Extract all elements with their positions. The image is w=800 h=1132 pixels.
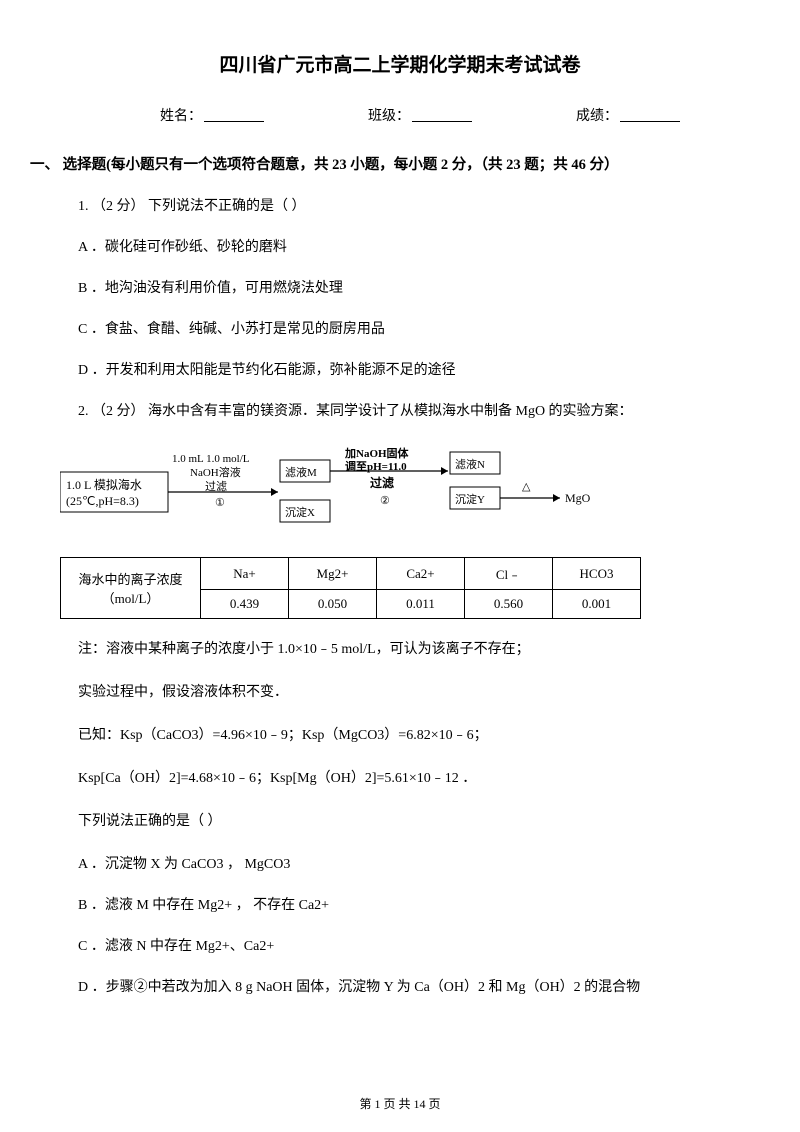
diagram-step1-bot: 过滤 bbox=[205, 480, 227, 493]
diagram-box-y: 沉淀Y bbox=[455, 492, 485, 506]
q2-option-b: B ．滤液 M 中存在 Mg2+ ， 不存在 Ca2+ bbox=[60, 895, 740, 916]
diagram-step1-num: ① bbox=[215, 497, 225, 509]
flow-diagram: 1.0 L 模拟海水 (25℃,pH=8.3) 1.0 mL 1.0 mol/L… bbox=[60, 442, 740, 542]
diagram-start1: 1.0 L 模拟海水 bbox=[66, 477, 142, 492]
section-heading: 一、 选择题(每小题只有一个选项符合题意，共 23 小题，每小题 2 分，（共 … bbox=[30, 153, 740, 174]
q2-note: Ksp[Ca（OH）2]=4.68×10﹣6；Ksp[Mg（OH）2]=5.61… bbox=[60, 768, 740, 789]
table-header: HCO3 bbox=[553, 558, 641, 590]
table-header: Ca2+ bbox=[377, 558, 465, 590]
q1-option-a: A ．碳化硅可作砂纸、砂轮的磨料 bbox=[60, 237, 740, 258]
diagram-step1-top: 1.0 mL 1.0 mol/L bbox=[172, 453, 250, 465]
table-value: 0.001 bbox=[553, 590, 641, 619]
q1-option-b: B ．地沟油没有利用价值，可用燃烧法处理 bbox=[60, 278, 740, 299]
diagram-mgo: MgO bbox=[565, 491, 591, 505]
class-underline bbox=[412, 108, 472, 122]
q1-stem: 1. （2 分） 下列说法不正确的是（ ） bbox=[60, 196, 740, 217]
q2-note: 下列说法正确的是（ ） bbox=[60, 811, 740, 832]
page-footer: 第 1 页 共 14 页 bbox=[0, 1095, 800, 1112]
diagram-box-x: 沉淀X bbox=[285, 505, 315, 519]
table-row-label: 海水中的离子浓度 （mol/L） bbox=[61, 558, 201, 619]
q2-option-c: C ．滤液 N 中存在 Mg2+、Ca2+ bbox=[60, 936, 740, 957]
name-field: 姓名： bbox=[160, 105, 264, 125]
class-field: 班级： bbox=[368, 105, 472, 125]
q2-note: 实验过程中，假设溶液体积不变． bbox=[60, 682, 740, 703]
page-title: 四川省广元市高二上学期化学期末考试试卷 bbox=[60, 50, 740, 77]
diagram-step2-bot: 过滤 bbox=[370, 475, 394, 490]
q2-option-d: D ．步骤②中若改为加入 8 g NaOH 固体，沉淀物 Y 为 Ca（OH）2… bbox=[60, 977, 740, 998]
q2-note: 注：溶液中某种离子的浓度小于 1.0×10﹣5 mol/L，可认为该离子不存在； bbox=[60, 639, 740, 660]
q2-option-a: A ．沉淀物 X 为 CaCO3 ， MgCO3 bbox=[60, 854, 740, 875]
table-value: 0.011 bbox=[377, 590, 465, 619]
name-label: 姓名： bbox=[160, 105, 202, 125]
diagram-step2-top: 加NaOH固体 bbox=[344, 446, 410, 460]
table-value: 0.560 bbox=[465, 590, 553, 619]
q1-option-c: C ．食盐、食醋、纯碱、小苏打是常见的厨房用品 bbox=[60, 319, 740, 340]
table-label-1: 海水中的离子浓度 bbox=[71, 569, 190, 588]
table-header: Mg2+ bbox=[289, 558, 377, 590]
diagram-step1-mid: NaOH溶液 bbox=[190, 465, 241, 479]
diagram-delta: △ bbox=[522, 481, 531, 493]
table-value: 0.050 bbox=[289, 590, 377, 619]
diagram-step2-num: ② bbox=[380, 495, 390, 507]
diagram-box-m: 滤液M bbox=[285, 465, 317, 479]
ion-concentration-table: 海水中的离子浓度 （mol/L） Na+ Mg2+ Ca2+ Cl﹣ HCO3 … bbox=[60, 557, 641, 619]
score-label: 成绩： bbox=[576, 105, 618, 125]
table-value: 0.439 bbox=[201, 590, 289, 619]
name-underline bbox=[204, 108, 264, 122]
class-label: 班级： bbox=[368, 105, 410, 125]
table-header: Cl﹣ bbox=[465, 558, 553, 590]
student-info-row: 姓名： 班级： 成绩： bbox=[60, 105, 740, 125]
table-header: Na+ bbox=[201, 558, 289, 590]
q2-note: 已知：Ksp（CaCO3）=4.96×10﹣9；Ksp（MgCO3）=6.82×… bbox=[60, 725, 740, 746]
score-underline bbox=[620, 108, 680, 122]
diagram-box-n: 滤液N bbox=[455, 457, 485, 471]
diagram-step2-mid: 调至pH=11.0 bbox=[345, 459, 407, 473]
score-field: 成绩： bbox=[576, 105, 680, 125]
q2-stem: 2. （2 分） 海水中含有丰富的镁资源．某同学设计了从模拟海水中制备 MgO … bbox=[60, 401, 740, 422]
table-label-2: （mol/L） bbox=[71, 588, 190, 607]
diagram-start2: (25℃,pH=8.3) bbox=[66, 494, 139, 508]
q1-option-d: D ．开发和利用太阳能是节约化石能源，弥补能源不足的途径 bbox=[60, 360, 740, 381]
